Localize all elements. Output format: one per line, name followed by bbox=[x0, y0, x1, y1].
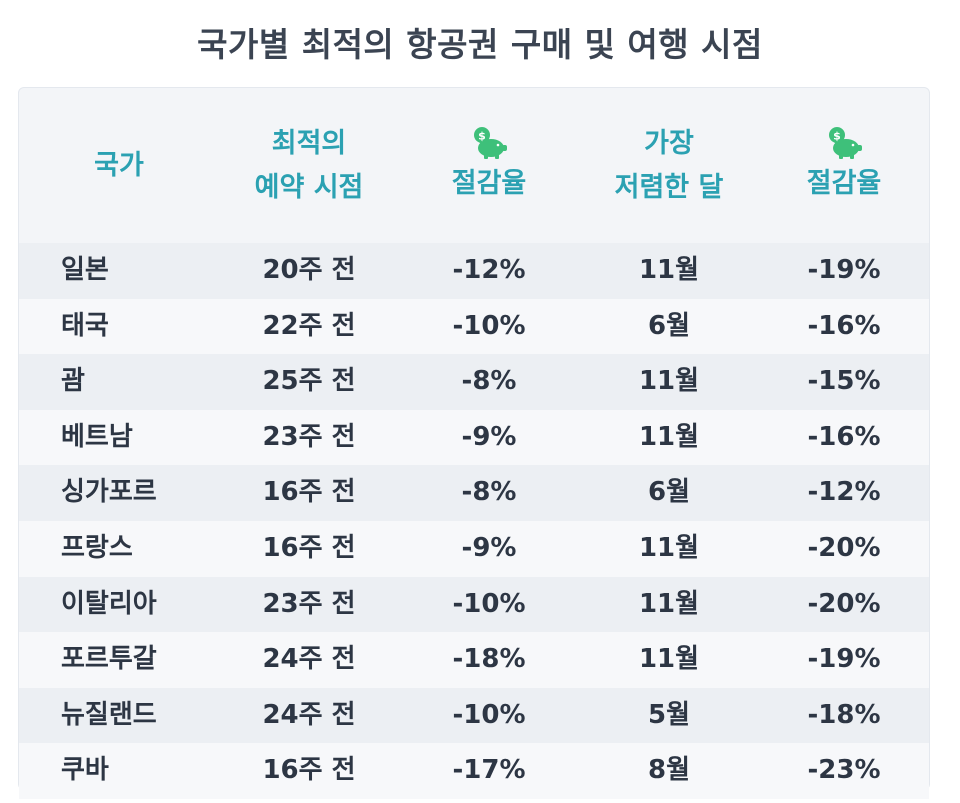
booking-savings-cell: -9% bbox=[461, 532, 517, 563]
booking-time-cell: 23주 전 bbox=[262, 421, 356, 452]
country-cell: 뉴질랜드 bbox=[61, 699, 157, 730]
cheapest-month-cell: 6월 bbox=[647, 477, 690, 508]
month-savings-cell: -12% bbox=[807, 477, 881, 508]
booking-time-cell: 22주 전 bbox=[262, 310, 356, 341]
cheapest-month-cell: 11월 bbox=[638, 255, 700, 285]
month-savings-cell: -20% bbox=[807, 588, 881, 619]
header-country-label: 국가 bbox=[94, 149, 144, 181]
header-country: 국가 bbox=[19, 88, 219, 243]
country-cell: 프랑스 bbox=[61, 532, 133, 563]
cheapest-month-cell: 11월 bbox=[638, 532, 700, 563]
month-savings-cell: -23% bbox=[807, 755, 881, 786]
country-cell: 일본 bbox=[61, 255, 109, 285]
booking-savings-cell: -17% bbox=[452, 755, 526, 786]
table-row: 쿠바 16주 전 -17% 8월 -23% bbox=[19, 743, 929, 799]
table-row: 뉴질랜드 24주 전 -10% 5월 -18% bbox=[19, 687, 929, 744]
table-row: 태국 22주 전 -10% 6월 -16% bbox=[19, 298, 929, 355]
country-cell: 이탈리아 bbox=[61, 588, 157, 619]
booking-time-cell: 16주 전 bbox=[262, 755, 356, 786]
cheapest-month-cell: 11월 bbox=[638, 588, 700, 619]
header-month-savings-label: 절감율 bbox=[806, 167, 882, 199]
header-booking-savings: $ 절감율 bbox=[399, 88, 579, 243]
table-row: 싱가포르 16주 전 -8% 6월 -12% bbox=[19, 465, 929, 521]
country-cell: 쿠바 bbox=[61, 755, 109, 786]
month-savings-cell: -20% bbox=[807, 532, 881, 563]
booking-savings-cell: -8% bbox=[461, 477, 517, 508]
booking-time-cell: 25주 전 bbox=[262, 366, 356, 397]
booking-time-cell: 23주 전 bbox=[262, 588, 356, 619]
table-row: 프랑스 16주 전 -9% 11월 -20% bbox=[19, 520, 929, 577]
country-cell: 싱가포르 bbox=[61, 477, 157, 508]
month-savings-cell: -16% bbox=[807, 421, 881, 452]
piggy-bank-coin-icon: $ bbox=[829, 126, 862, 159]
month-savings-cell: -19% bbox=[807, 255, 881, 285]
piggy-bank-coin-icon: $ bbox=[474, 126, 507, 159]
page-title: 국가별 최적의 항공권 구매 및 여행 시점 bbox=[197, 25, 763, 64]
cheapest-month-cell: 11월 bbox=[638, 421, 700, 452]
country-cell: 괌 bbox=[61, 366, 85, 397]
month-savings-cell: -16% bbox=[807, 310, 881, 341]
month-savings-cell: -18% bbox=[807, 699, 881, 730]
table-row: 일본 20주 전 -12% 11월 -19% bbox=[19, 243, 929, 299]
booking-savings-cell: -12% bbox=[452, 255, 526, 285]
svg-text:$: $ bbox=[833, 129, 841, 142]
cheapest-month-cell: 6월 bbox=[647, 310, 690, 341]
table-row: 괌 25주 전 -8% 11월 -15% bbox=[19, 354, 929, 410]
booking-time-cell: 24주 전 bbox=[262, 699, 356, 730]
header-cheapest-line2: 저렴한 달 bbox=[614, 171, 724, 203]
svg-text:$: $ bbox=[478, 129, 486, 142]
table-body: 일본 20주 전 -12% 11월 -19% 태국 22주 전 -10% 6월 … bbox=[19, 243, 929, 799]
country-cell: 베트남 bbox=[61, 421, 133, 452]
booking-time-cell: 20주 전 bbox=[262, 255, 356, 285]
booking-savings-cell: -10% bbox=[452, 588, 526, 619]
cheapest-month-cell: 11월 bbox=[638, 366, 700, 397]
booking-time-cell: 16주 전 bbox=[262, 477, 356, 508]
booking-time-cell: 16주 전 bbox=[262, 532, 356, 563]
header-booking-savings-label: 절감율 bbox=[451, 167, 527, 199]
booking-savings-cell: -18% bbox=[452, 644, 526, 675]
table-row: 이탈리아 23주 전 -10% 11월 -20% bbox=[19, 576, 929, 633]
header-booking-time: 최적의 예약 시점 bbox=[219, 88, 399, 243]
cheapest-month-cell: 11월 bbox=[638, 644, 700, 675]
month-savings-cell: -19% bbox=[807, 644, 881, 675]
booking-savings-cell: -9% bbox=[461, 421, 517, 452]
booking-savings-cell: -10% bbox=[452, 699, 526, 730]
country-cell: 태국 bbox=[61, 310, 109, 341]
cheapest-month-cell: 8월 bbox=[647, 755, 690, 786]
table-header: 국가 최적의 예약 시점 $ 절감율 가장 저렴한 달 bbox=[19, 88, 929, 243]
booking-savings-cell: -10% bbox=[452, 310, 526, 341]
table-row: 포르투갈 24주 전 -18% 11월 -19% bbox=[19, 632, 929, 688]
header-month-savings: $ 절감율 bbox=[759, 88, 929, 243]
table-row: 베트남 23주 전 -9% 11월 -16% bbox=[19, 409, 929, 466]
header-booking-line2: 예약 시점 bbox=[254, 171, 364, 203]
savings-table: 국가 최적의 예약 시점 $ 절감율 가장 저렴한 달 bbox=[18, 87, 930, 799]
month-savings-cell: -15% bbox=[807, 366, 881, 397]
cheapest-month-cell: 5월 bbox=[647, 699, 690, 730]
booking-time-cell: 24주 전 bbox=[262, 644, 356, 675]
booking-savings-cell: -8% bbox=[461, 366, 517, 397]
header-booking-line1: 최적의 bbox=[271, 127, 347, 159]
header-cheapest-line1: 가장 bbox=[644, 127, 694, 159]
country-cell: 포르투갈 bbox=[61, 644, 157, 675]
header-cheapest-month: 가장 저렴한 달 bbox=[579, 88, 759, 243]
